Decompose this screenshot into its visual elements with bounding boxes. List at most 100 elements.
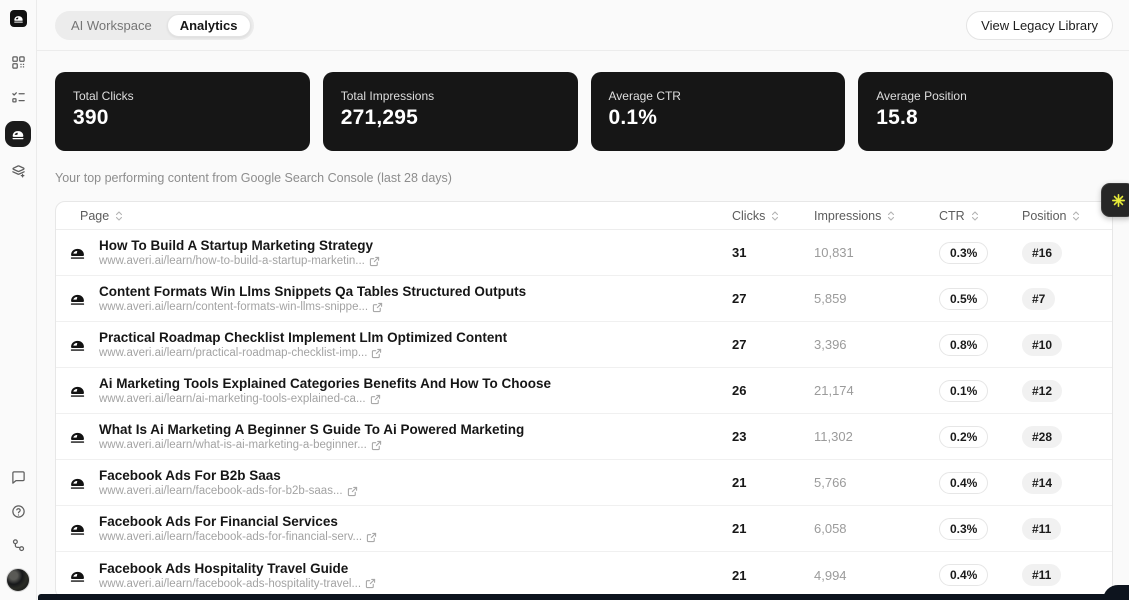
page-url-link[interactable]: www.averi.ai/learn/facebook-ads-for-fina…	[99, 531, 377, 543]
page-url-link[interactable]: www.averi.ai/learn/facebook-ads-for-b2b-…	[99, 485, 358, 497]
stat-label: Total Clicks	[73, 89, 134, 103]
table-row[interactable]: Facebook Ads For Financial Services www.…	[56, 506, 1112, 552]
table-row[interactable]: Content Formats Win Llms Snippets Qa Tab…	[56, 276, 1112, 322]
ctr-cell: 0.3%	[939, 517, 1022, 540]
page-url-link[interactable]: www.averi.ai/learn/how-to-build-a-startu…	[99, 255, 380, 267]
external-link-icon	[347, 486, 357, 496]
position-badge: #10	[1022, 333, 1063, 356]
external-link-icon	[371, 440, 381, 450]
apps-grid-icon[interactable]	[7, 51, 29, 73]
page-cell: Facebook Ads Hospitality Travel Guide ww…	[56, 561, 732, 590]
ctr-badge: 0.5%	[939, 287, 989, 310]
page-url-text: www.averi.ai/learn/ai-marketing-tools-ex…	[99, 393, 366, 405]
page-title: What Is Ai Marketing A Beginner S Guide …	[99, 422, 525, 437]
table-row[interactable]: Facebook Ads For B2b Saas www.averi.ai/l…	[56, 460, 1112, 506]
sidebar-item-content-library[interactable]	[5, 121, 31, 147]
table-row[interactable]: Practical Roadmap Checklist Implement Ll…	[56, 322, 1112, 368]
workflow-nodes-icon[interactable]	[7, 534, 29, 556]
impressions-value: 10,831	[814, 245, 854, 260]
clicks-value: 21	[732, 567, 747, 583]
column-header-position[interactable]: Position	[1022, 209, 1110, 223]
page-meta: Facebook Ads Hospitality Travel Guide ww…	[99, 561, 376, 590]
user-avatar[interactable]	[6, 568, 30, 592]
layers-add-icon[interactable]	[7, 160, 29, 182]
page-cell: How To Build A Startup Marketing Strateg…	[56, 238, 732, 267]
position-cell: #11	[1022, 517, 1110, 540]
column-label: Clicks	[732, 208, 766, 223]
chat-bubble-icon[interactable]	[7, 466, 29, 488]
stat-card-average-position: Average Position 15.8	[858, 72, 1113, 151]
averi-page-icon	[69, 428, 86, 445]
column-header-page[interactable]: Page	[56, 209, 732, 223]
impressions-value: 3,396	[814, 337, 847, 352]
position-cell: #11	[1022, 564, 1110, 586]
page-cell: Facebook Ads For B2b Saas www.averi.ai/l…	[56, 468, 732, 497]
page-url-text: www.averi.ai/learn/content-formats-win-l…	[99, 301, 369, 313]
stat-card-average-ctr: Average CTR 0.1%	[590, 72, 846, 151]
averi-page-icon	[69, 520, 86, 537]
stat-cards: Total Clicks 390 Total Impressions 271,2…	[55, 72, 1113, 151]
stat-card-total-impressions: Total Impressions 271,295	[322, 72, 578, 151]
page-url-link[interactable]: www.averi.ai/learn/practical-roadmap-che…	[99, 347, 507, 359]
ctr-cell: 0.8%	[939, 333, 1022, 356]
averi-page-icon	[69, 290, 86, 307]
top-bar: AI Workspace Analytics View Legacy Libra…	[37, 0, 1129, 51]
column-header-ctr[interactable]: CTR	[939, 209, 1022, 223]
averi-logo-icon[interactable]	[9, 10, 27, 27]
page-url-link[interactable]: www.averi.ai/learn/ai-marketing-tools-ex…	[99, 393, 551, 405]
page-meta: What Is Ai Marketing A Beginner S Guide …	[99, 422, 524, 451]
bottom-panel-corner	[1103, 585, 1129, 600]
stat-card-total-clicks: Total Clicks 390	[55, 72, 310, 151]
tab-analytics[interactable]: Analytics	[166, 13, 251, 37]
sort-icon	[113, 210, 125, 222]
column-header-impressions[interactable]: Impressions	[814, 209, 939, 223]
table-row[interactable]: Facebook Ads Hospitality Travel Guide ww…	[56, 552, 1112, 598]
position-badge: #28	[1022, 425, 1063, 448]
page-title: Facebook Ads For Financial Services	[99, 514, 338, 529]
page-url-text: www.averi.ai/learn/facebook-ads-hospital…	[99, 577, 362, 590]
external-link-icon	[372, 348, 382, 358]
task-list-icon[interactable]	[7, 86, 29, 108]
page-cell: Facebook Ads For Financial Services www.…	[56, 514, 732, 543]
tab-ai-workspace[interactable]: AI Workspace	[71, 17, 152, 33]
ai-spark-button[interactable]	[1101, 183, 1129, 217]
table-row[interactable]: What Is Ai Marketing A Beginner S Guide …	[56, 414, 1112, 460]
table-row[interactable]: Ai Marketing Tools Explained Categories …	[56, 368, 1112, 414]
impressions-value: 5,766	[814, 475, 847, 490]
ctr-badge: 0.1%	[939, 379, 989, 402]
position-cell: #7	[1022, 287, 1110, 310]
position-cell: #28	[1022, 425, 1110, 448]
page-url-link[interactable]: www.averi.ai/learn/what-is-ai-marketing-…	[99, 439, 524, 451]
stat-value: 0.1%	[608, 106, 658, 129]
ctr-badge: 0.3%	[939, 241, 989, 264]
column-header-clicks[interactable]: Clicks	[732, 209, 814, 223]
position-cell: #16	[1022, 241, 1110, 264]
page-meta: How To Build A Startup Marketing Strateg…	[99, 238, 380, 267]
external-link-icon	[370, 394, 380, 404]
page-url-text: www.averi.ai/learn/how-to-build-a-startu…	[99, 255, 365, 267]
view-legacy-library-button[interactable]: View Legacy Library	[966, 10, 1113, 40]
page-url-link[interactable]: www.averi.ai/learn/facebook-ads-hospital…	[99, 578, 376, 590]
page-url-link[interactable]: www.averi.ai/learn/content-formats-win-l…	[99, 301, 526, 313]
clicks-value: 31	[732, 245, 747, 260]
page-title: How To Build A Startup Marketing Strateg…	[99, 238, 374, 253]
clicks-value: 23	[732, 429, 747, 444]
ctr-cell: 0.5%	[939, 287, 1022, 310]
bottom-panel-edge	[38, 585, 1129, 600]
page-url-text: www.averi.ai/learn/practical-roadmap-che…	[99, 347, 368, 359]
main-area: AI Workspace Analytics View Legacy Libra…	[37, 0, 1129, 600]
averi-page-icon	[69, 567, 86, 584]
help-circle-icon[interactable]	[7, 500, 29, 522]
ctr-cell: 0.4%	[939, 564, 1022, 586]
position-badge: #11	[1022, 564, 1062, 586]
impressions-value: 4,994	[814, 567, 847, 583]
table-row[interactable]: How To Build A Startup Marketing Strateg…	[56, 230, 1112, 276]
clicks-value: 26	[732, 383, 747, 398]
table-subtitle: Your top performing content from Google …	[55, 171, 452, 185]
clicks-value: 27	[732, 337, 747, 352]
page-title: Facebook Ads For B2b Saas	[99, 468, 281, 483]
sidebar	[0, 0, 37, 600]
ctr-badge: 0.4%	[939, 471, 989, 494]
averi-page-icon	[69, 244, 86, 261]
page-title: Facebook Ads Hospitality Travel Guide	[99, 560, 349, 576]
